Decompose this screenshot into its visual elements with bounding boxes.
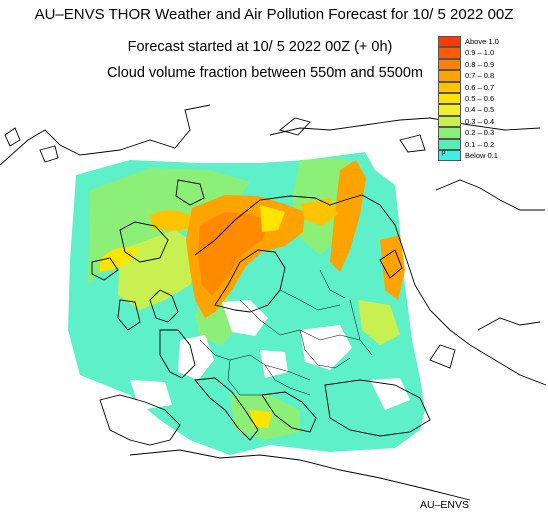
variable-subtitle: Cloud volume fraction between 550m and 5… [107, 65, 423, 81]
legend-label: 0.6 – 0.7 [465, 82, 495, 92]
color-legend: Above 1.0 0.9 – 1.0 0.8 – 0.9 0.7 – 0.8 0.6 … [438, 36, 544, 162]
legend-label: 0.2 – 0.3 [465, 128, 495, 138]
legend-label: 0.4 – 0.5 [465, 105, 495, 115]
coastlines [0, 104, 547, 501]
legend-swatch [438, 92, 461, 105]
legend-entry: 0.1 – 0.2 [438, 138, 544, 150]
legend-label: 0.3 – 0.4 [465, 116, 495, 126]
legend-label: 0.5 – 0.6 [465, 93, 495, 103]
legend-entry: 0.9 – 1.0 [438, 47, 544, 59]
legend-entry: 0.3 – 0.4 [438, 115, 544, 128]
legend-swatch [438, 58, 461, 71]
legend-entry: Above 1.0 [438, 36, 544, 48]
legend-entry: 0.8 – 0.9 [438, 58, 544, 71]
legend-entry: 0.7 – 0.8 [438, 70, 544, 82]
legend-entry: 0.5 – 0.6 [438, 92, 544, 105]
legend-swatch [438, 104, 461, 116]
footer-credit: AU–ENVS [420, 499, 470, 511]
legend-swatch [438, 138, 461, 150]
legend-swatch [438, 127, 461, 139]
legend-label: 0.7 – 0.8 [465, 71, 495, 81]
legend-swatch [438, 47, 461, 59]
country-borders [199, 269, 373, 396]
legend-entry: 0.6 – 0.7 [438, 81, 544, 93]
legend-label: Below 0.1 [465, 150, 498, 160]
page-title: AU–ENVS THOR Weather and Air Pollution F… [34, 6, 514, 23]
legend-entry: 0.4 – 0.5 [438, 104, 544, 116]
legend-label: 0.1 – 0.2 [465, 139, 495, 149]
high-cloud-band [186, 195, 338, 318]
legend-swatch [438, 115, 461, 128]
forecast-start-subtitle: Forecast started at 10/ 5 2022 00Z (+ 0h… [127, 39, 393, 55]
legend-swatch [438, 81, 461, 93]
legend-entry: 0.2 – 0.3 [438, 127, 544, 139]
legend-swatch: p [438, 149, 461, 162]
legend-label: Above 1.0 [465, 37, 499, 46]
legend-label: 0.9 – 1.0 [465, 48, 495, 58]
legend-label: 0.8 – 0.9 [465, 59, 495, 69]
legend-swatch [438, 36, 461, 48]
legend-entry: p Below 0.1 [438, 149, 544, 162]
legend-swatch [438, 70, 461, 82]
legend-marker: p [442, 149, 446, 156]
